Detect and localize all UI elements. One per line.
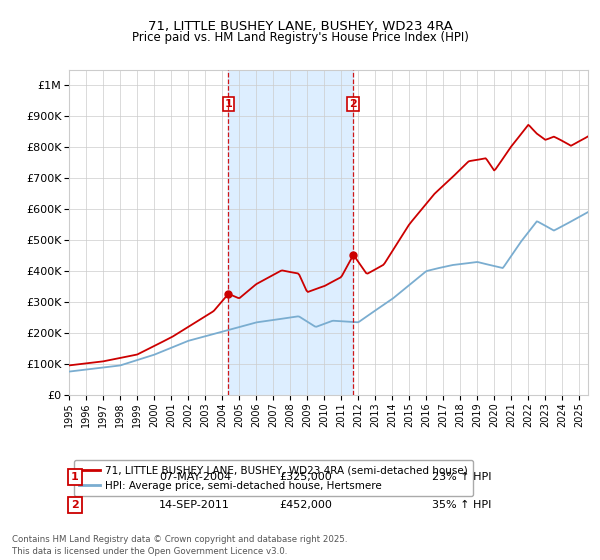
Text: £325,000: £325,000 <box>280 472 332 482</box>
Bar <box>229 70 353 395</box>
Text: 1: 1 <box>71 472 79 482</box>
Text: 23% ↑ HPI: 23% ↑ HPI <box>432 472 491 482</box>
Text: 35% ↑ HPI: 35% ↑ HPI <box>432 500 491 510</box>
Text: 14-SEP-2011: 14-SEP-2011 <box>159 500 230 510</box>
Text: 71, LITTLE BUSHEY LANE, BUSHEY, WD23 4RA: 71, LITTLE BUSHEY LANE, BUSHEY, WD23 4RA <box>148 20 452 32</box>
Text: Price paid vs. HM Land Registry's House Price Index (HPI): Price paid vs. HM Land Registry's House … <box>131 31 469 44</box>
Text: 2: 2 <box>71 500 79 510</box>
Text: 1: 1 <box>224 99 232 109</box>
Text: 2: 2 <box>349 99 357 109</box>
Text: £452,000: £452,000 <box>280 500 332 510</box>
Text: Contains HM Land Registry data © Crown copyright and database right 2025.
This d: Contains HM Land Registry data © Crown c… <box>12 535 347 556</box>
Text: 07-MAY-2004: 07-MAY-2004 <box>159 472 231 482</box>
Legend: 71, LITTLE BUSHEY LANE, BUSHEY, WD23 4RA (semi-detached house), HPI: Average pri: 71, LITTLE BUSHEY LANE, BUSHEY, WD23 4RA… <box>74 460 473 496</box>
